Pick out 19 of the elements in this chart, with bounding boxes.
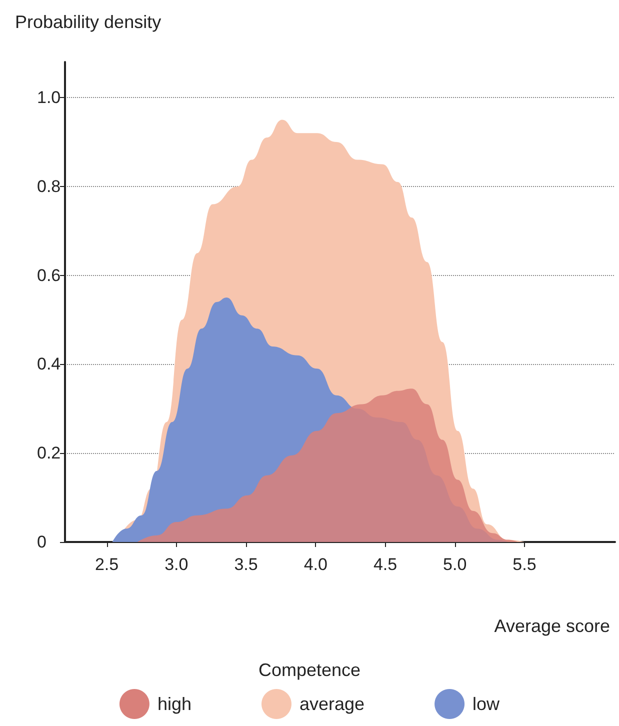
x-tick-label: 5.5 (512, 555, 536, 574)
x-tick-label: 4.5 (373, 555, 398, 574)
y-tick-label: 0.8 (37, 176, 61, 196)
y-axis-title: Probability density (15, 12, 162, 32)
y-tick-label: 0.6 (37, 266, 61, 285)
legend-title: Competence (258, 660, 361, 680)
x-tick-label: 2.5 (94, 555, 119, 574)
x-tick-label: 4.0 (304, 555, 328, 574)
legend-label: low (472, 694, 501, 714)
legend-label: high (157, 694, 192, 714)
x-tick-label: 5.0 (443, 555, 467, 574)
y-tick-label: 0.4 (37, 354, 61, 374)
x-axis-title: Average score (494, 616, 610, 636)
x-tick-label: 3.5 (234, 555, 258, 574)
y-tick-label: 1.0 (37, 88, 61, 108)
x-tick-label: 3.0 (164, 555, 188, 574)
legend-label: average (299, 694, 365, 714)
y-tick-label: 0.2 (37, 444, 61, 463)
y-tick-label: 0 (37, 532, 46, 552)
